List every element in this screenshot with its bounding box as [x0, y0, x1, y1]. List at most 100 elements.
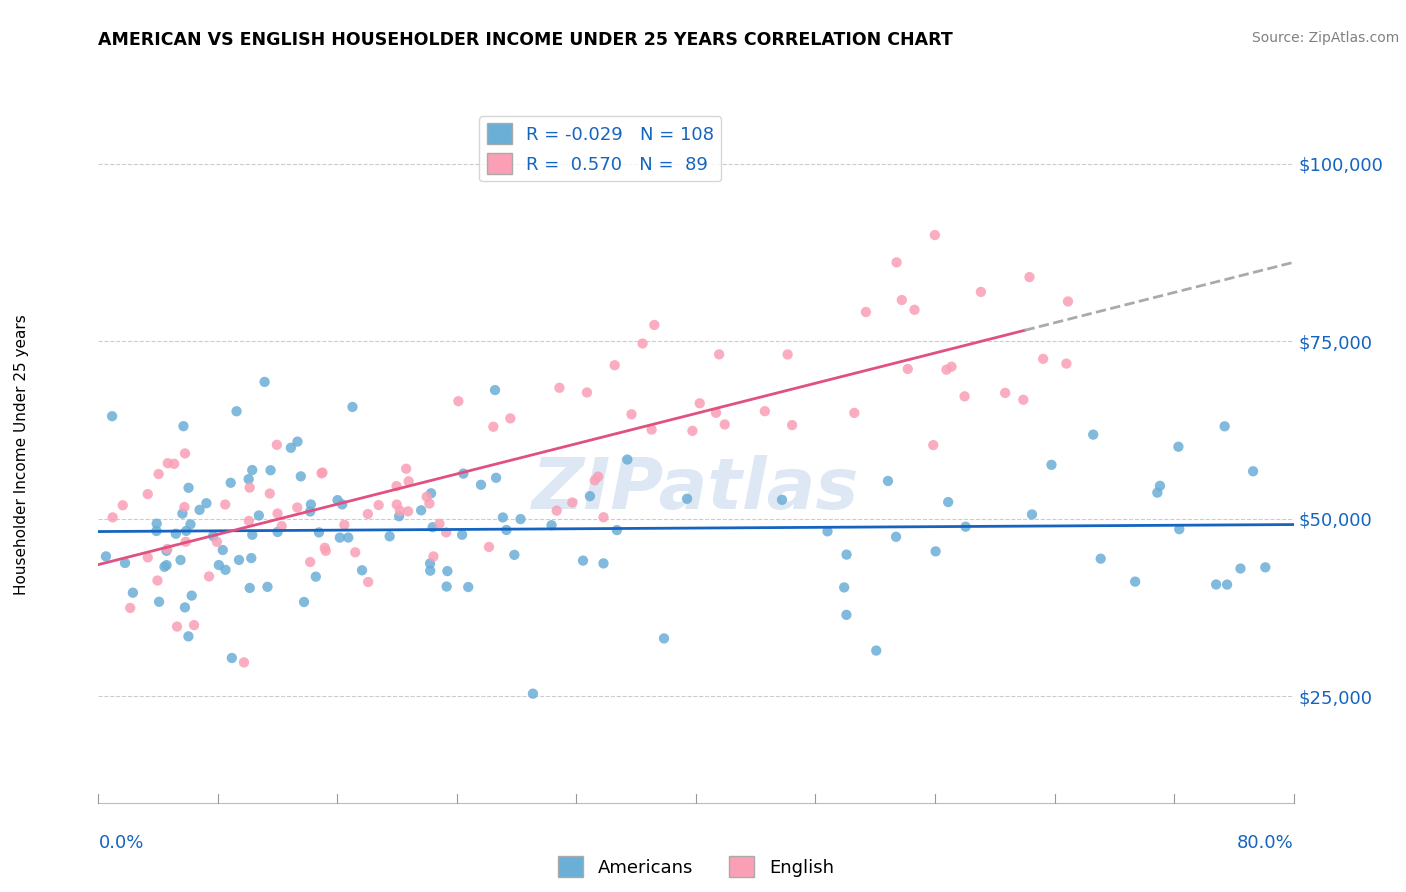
Point: [922, 438, 945, 452]
Point: [1032, 351, 1054, 366]
Point: [1018, 270, 1040, 285]
Point: [173, 500, 195, 514]
Point: [156, 456, 179, 470]
Point: [259, 463, 281, 477]
Point: [676, 491, 699, 506]
Point: [1012, 392, 1035, 407]
Point: [572, 553, 595, 567]
Point: [586, 469, 609, 483]
Point: [575, 385, 598, 400]
Legend: Americans, English: Americans, English: [551, 849, 841, 884]
Point: [453, 467, 475, 481]
Point: [311, 466, 333, 480]
Point: [177, 481, 200, 495]
Point: [886, 255, 908, 269]
Point: [259, 486, 281, 500]
Point: [270, 519, 292, 533]
Point: [183, 618, 205, 632]
Point: [174, 524, 197, 538]
Point: [145, 524, 167, 538]
Point: [385, 498, 408, 512]
Point: [970, 285, 993, 299]
Point: [136, 487, 159, 501]
Point: [835, 548, 858, 562]
Point: [1216, 577, 1239, 591]
Point: [936, 495, 959, 509]
Point: [174, 534, 197, 549]
Point: [174, 446, 197, 460]
Point: [844, 406, 866, 420]
Point: [247, 508, 270, 523]
Point: [832, 581, 855, 595]
Point: [120, 601, 142, 615]
Point: [592, 557, 614, 571]
Point: [457, 580, 479, 594]
Point: [484, 383, 506, 397]
Point: [240, 463, 263, 477]
Point: [228, 553, 250, 567]
Point: [884, 530, 907, 544]
Point: [166, 619, 188, 633]
Point: [770, 492, 793, 507]
Point: [326, 493, 349, 508]
Point: [169, 553, 191, 567]
Point: [219, 475, 242, 490]
Point: [631, 336, 654, 351]
Point: [780, 418, 803, 433]
Point: [478, 540, 501, 554]
Point: [1090, 551, 1112, 566]
Point: [225, 404, 247, 418]
Point: [994, 385, 1017, 400]
Point: [485, 471, 508, 485]
Point: [509, 512, 531, 526]
Point: [114, 556, 136, 570]
Point: [195, 496, 218, 510]
Point: [955, 519, 977, 533]
Point: [643, 318, 665, 332]
Text: 80.0%: 80.0%: [1237, 834, 1294, 852]
Point: [754, 404, 776, 418]
Point: [1205, 577, 1227, 591]
Point: [1021, 508, 1043, 522]
Point: [398, 475, 420, 489]
Point: [606, 523, 628, 537]
Point: [935, 362, 957, 376]
Point: [287, 434, 309, 449]
Point: [495, 523, 517, 537]
Point: [395, 461, 418, 475]
Point: [422, 520, 444, 534]
Point: [202, 529, 225, 543]
Point: [101, 409, 124, 424]
Point: [239, 481, 262, 495]
Point: [153, 559, 176, 574]
Point: [583, 473, 606, 487]
Point: [156, 541, 179, 556]
Point: [329, 531, 352, 545]
Point: [897, 362, 920, 376]
Point: [436, 564, 458, 578]
Point: [180, 589, 202, 603]
Point: [422, 549, 444, 564]
Point: [367, 498, 389, 512]
Text: Householder Income Under 25 years: Householder Income Under 25 years: [14, 315, 28, 595]
Point: [165, 526, 187, 541]
Point: [101, 510, 124, 524]
Point: [308, 525, 330, 540]
Point: [561, 495, 583, 509]
Point: [903, 302, 925, 317]
Point: [214, 563, 236, 577]
Point: [111, 498, 134, 512]
Text: Source: ZipAtlas.com: Source: ZipAtlas.com: [1251, 31, 1399, 45]
Point: [121, 585, 143, 599]
Point: [305, 569, 328, 583]
Point: [652, 632, 675, 646]
Point: [211, 543, 233, 558]
Point: [470, 477, 492, 491]
Point: [396, 504, 419, 518]
Point: [579, 489, 602, 503]
Point: [238, 472, 260, 486]
Point: [315, 544, 337, 558]
Point: [388, 509, 411, 524]
Point: [285, 500, 308, 515]
Point: [385, 479, 408, 493]
